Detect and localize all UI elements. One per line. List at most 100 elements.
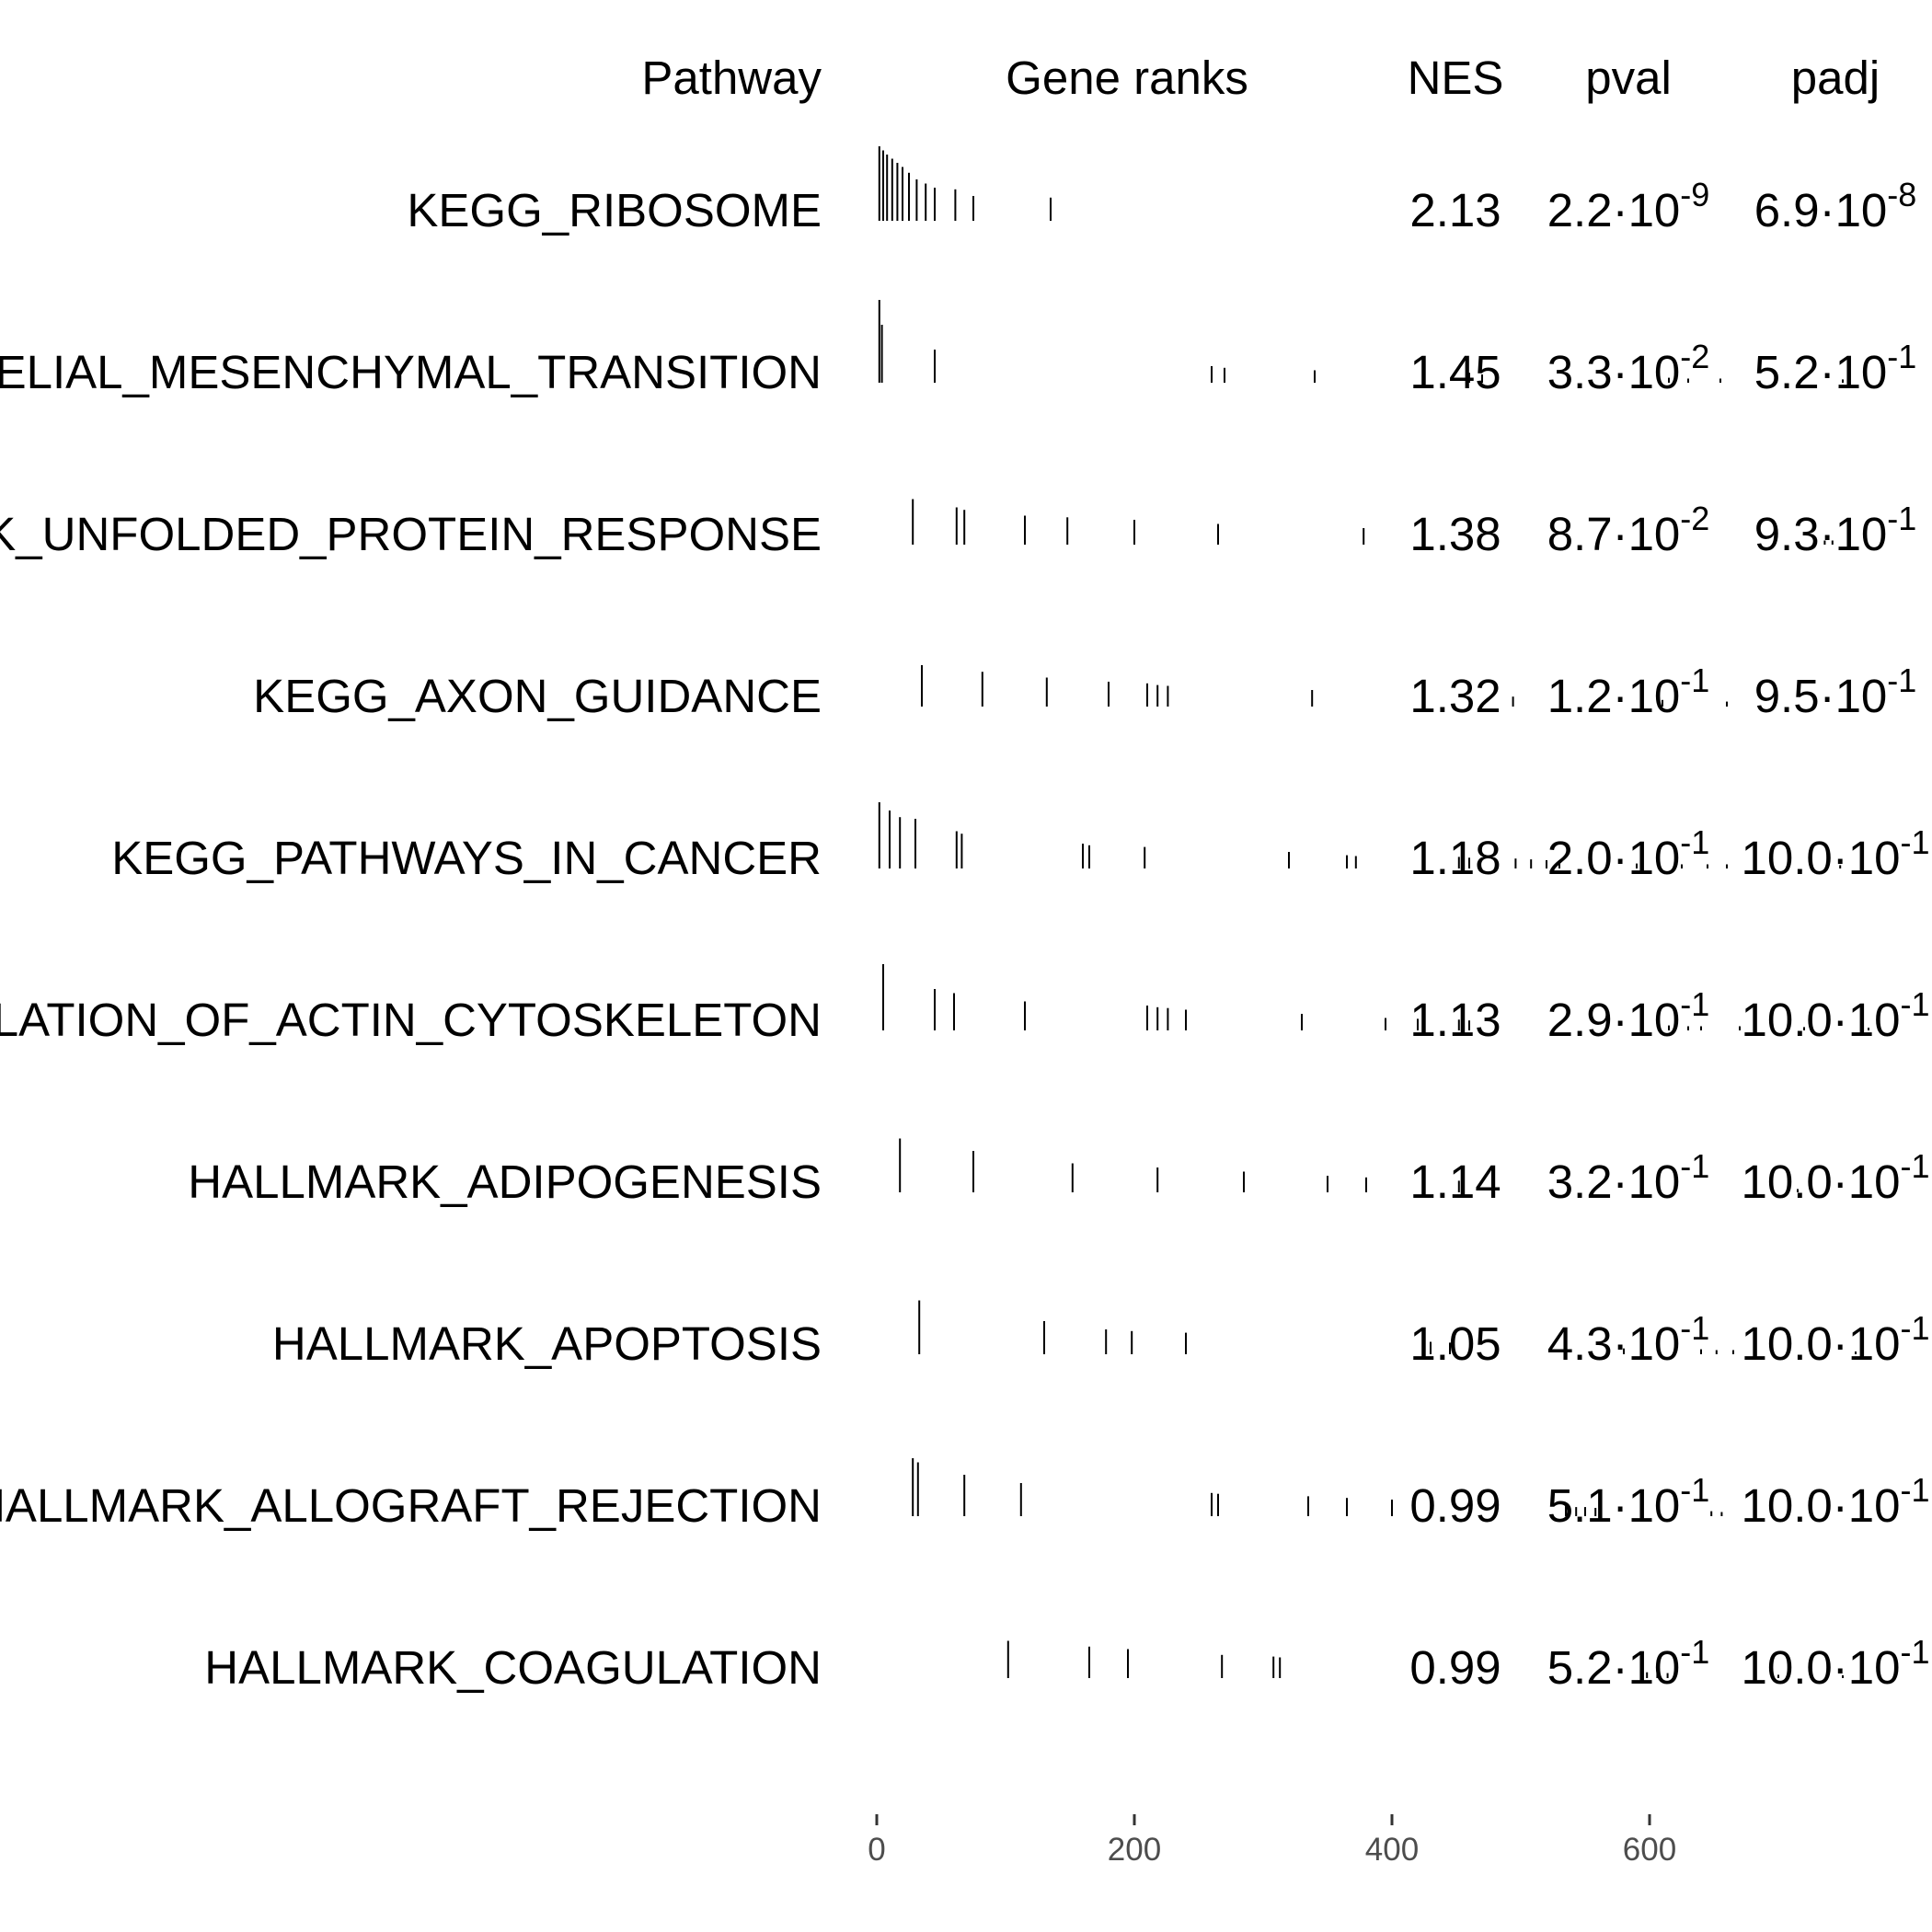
pathway-row: HALLMARK_ALLOGRAFT_REJECTION 0.99 5.1·10-1… <box>0 1458 1930 1532</box>
pval-value: 4.3·10-1 <box>1547 1309 1710 1370</box>
padj-value-mantissa: 9.5·10 <box>1754 670 1888 722</box>
header-nes: NES <box>1408 52 1504 104</box>
padj-value-mantissa: 10.0·10 <box>1742 832 1901 884</box>
pathway-rows: KEGG_RIBOSOME 2.13 2.2·10-9 6.9·10-8 HALLMAR… <box>0 146 1930 1694</box>
pval-value: 3.3·10-2 <box>1547 338 1710 398</box>
pval-value: 3.2·10-1 <box>1547 1147 1710 1208</box>
pathway-label: HALLMARK_EPITHELIAL_MESENCHYMAL_TRANSITI… <box>0 346 822 398</box>
pathway-row: HALLMARK_APOPTOSIS 1.05 4.3·10-1 10.0·10-1 <box>272 1300 1930 1370</box>
x-axis-tick-label: 200 <box>1108 1832 1161 1868</box>
padj-value-exponent: -8 <box>1887 176 1916 213</box>
x-axis-tick-label: 600 <box>1623 1832 1676 1868</box>
pathway-row: HALLMARK_ADIPOGENESIS 1.14 3.2·10-1 10.0·10… <box>188 1138 1930 1208</box>
padj-value: 9.5·10-1 <box>1754 661 1917 722</box>
pval-value-exponent: -1 <box>1680 823 1709 861</box>
padj-value-mantissa: 10.0·10 <box>1742 1479 1901 1532</box>
padj-value: 6.9·10-8 <box>1754 176 1917 236</box>
padj-value-mantissa: 10.0·10 <box>1742 1156 1901 1208</box>
column-headers: Pathway Gene ranks NES pval padj <box>641 52 1880 104</box>
pval-value: 2.2·10-9 <box>1547 176 1710 236</box>
padj-value-exponent: -1 <box>1887 661 1916 699</box>
padj-value: 9.3·10-1 <box>1754 500 1917 560</box>
padj-value-exponent: -1 <box>1900 1471 1929 1509</box>
pval-value-mantissa: 8.7·10 <box>1547 508 1681 560</box>
nes-value: 0.99 <box>1409 1479 1501 1532</box>
x-axis-tick-label: 0 <box>868 1832 885 1868</box>
padj-value: 10.0·10-1 <box>1742 1309 1930 1370</box>
nes-value: 1.14 <box>1409 1156 1501 1208</box>
nes-value: 1.32 <box>1409 670 1501 722</box>
nes-value: 1.38 <box>1409 508 1501 560</box>
padj-value-exponent: -1 <box>1900 823 1929 861</box>
pval-value-mantissa: 2.2·10 <box>1547 184 1681 236</box>
padj-value-exponent: -1 <box>1900 1309 1929 1347</box>
pval-value-mantissa: 4.3·10 <box>1547 1317 1681 1370</box>
padj-value-exponent: -1 <box>1900 1147 1929 1185</box>
padj-value: 10.0·10-1 <box>1742 1633 1930 1694</box>
header-gene-ranks: Gene ranks <box>1006 52 1248 104</box>
pval-value-exponent: -1 <box>1680 985 1709 1023</box>
pval-value-exponent: -1 <box>1680 1147 1709 1185</box>
pval-value-exponent: -1 <box>1680 1471 1709 1509</box>
nes-value: 1.45 <box>1409 346 1501 398</box>
pval-value-exponent: -1 <box>1680 1633 1709 1671</box>
pval-value-exponent: -2 <box>1680 500 1709 537</box>
pval-value: 1.2·10-1 <box>1547 661 1710 722</box>
x-axis-tick-label: 400 <box>1365 1832 1419 1868</box>
pathway-label: HALLMARK_ALLOGRAFT_REJECTION <box>0 1479 822 1532</box>
pathway-label: HALLMARK_UNFOLDED_PROTEIN_RESPONSE <box>0 508 822 560</box>
pval-value: 5.2·10-1 <box>1547 1633 1710 1694</box>
padj-value: 5.2·10-1 <box>1754 338 1917 398</box>
pathway-label: KEGG_REGULATION_OF_ACTIN_CYTOSKELETON <box>0 994 822 1046</box>
pval-value-mantissa: 3.3·10 <box>1547 346 1681 398</box>
padj-value-mantissa: 10.0·10 <box>1742 994 1901 1046</box>
pathway-row: KEGG_PATHWAYS_IN_CANCER 1.18 2.0·10-1 10.0·… <box>111 802 1930 884</box>
nes-value: 0.99 <box>1409 1641 1501 1694</box>
pval-value-exponent: -2 <box>1680 338 1709 375</box>
header-padj: padj <box>1791 52 1880 104</box>
pval-value-exponent: -1 <box>1680 1309 1709 1347</box>
pval-value: 2.9·10-1 <box>1547 985 1710 1046</box>
pathway-label: HALLMARK_COAGULATION <box>204 1641 822 1694</box>
header-pathway: Pathway <box>641 52 822 104</box>
pathway-row: HALLMARK_EPITHELIAL_MESENCHYMAL_TRANSITI… <box>0 300 1916 398</box>
padj-value-exponent: -1 <box>1900 1633 1929 1671</box>
pval-value-mantissa: 2.9·10 <box>1547 994 1681 1046</box>
padj-value: 10.0·10-1 <box>1742 1147 1930 1208</box>
pval-value-mantissa: 2.0·10 <box>1547 832 1681 884</box>
padj-value-exponent: -1 <box>1887 500 1916 537</box>
pval-value-mantissa: 3.2·10 <box>1547 1156 1681 1208</box>
pathway-label: KEGG_RIBOSOME <box>407 184 822 236</box>
pathway-label: KEGG_AXON_GUIDANCE <box>253 670 822 722</box>
pathway-row: KEGG_AXON_GUIDANCE 1.32 1.2·10-1 9.5·10-1 <box>253 661 1916 722</box>
pval-value-mantissa: 1.2·10 <box>1547 670 1681 722</box>
pathway-row: KEGG_RIBOSOME 2.13 2.2·10-9 6.9·10-8 <box>407 146 1916 236</box>
pval-value: 2.0·10-1 <box>1547 823 1710 884</box>
padj-value-mantissa: 10.0·10 <box>1742 1317 1901 1370</box>
pval-value-mantissa: 5.2·10 <box>1547 1641 1681 1694</box>
nes-value: 1.05 <box>1409 1317 1501 1370</box>
padj-value-exponent: -1 <box>1900 985 1929 1023</box>
pathway-label: HALLMARK_APOPTOSIS <box>272 1317 822 1370</box>
pathway-label: HALLMARK_ADIPOGENESIS <box>188 1156 822 1208</box>
pathway-label: KEGG_PATHWAYS_IN_CANCER <box>111 832 822 884</box>
pval-value: 8.7·10-2 <box>1547 500 1710 560</box>
nes-value: 1.13 <box>1409 994 1501 1046</box>
padj-value: 10.0·10-1 <box>1742 985 1930 1046</box>
pval-value-exponent: -1 <box>1680 661 1709 699</box>
padj-value-exponent: -1 <box>1887 338 1916 375</box>
pathway-row: KEGG_REGULATION_OF_ACTIN_CYTOSKELETON 1.1… <box>0 964 1930 1046</box>
padj-value-mantissa: 9.3·10 <box>1754 508 1888 560</box>
header-pval: pval <box>1585 52 1672 104</box>
pathway-row: HALLMARK_UNFOLDED_PROTEIN_RESPONSE 1.38 8.… <box>0 499 1917 560</box>
nes-value: 1.18 <box>1409 832 1501 884</box>
nes-value: 2.13 <box>1409 184 1501 236</box>
pval-value-mantissa: 5.1·10 <box>1547 1479 1681 1532</box>
pval-value: 5.1·10-1 <box>1547 1471 1710 1532</box>
padj-value-mantissa: 10.0·10 <box>1742 1641 1901 1694</box>
padj-value: 10.0·10-1 <box>1742 1471 1930 1532</box>
x-axis: 0 200 400 600 <box>868 1814 1676 1868</box>
padj-value-mantissa: 6.9·10 <box>1754 184 1888 236</box>
